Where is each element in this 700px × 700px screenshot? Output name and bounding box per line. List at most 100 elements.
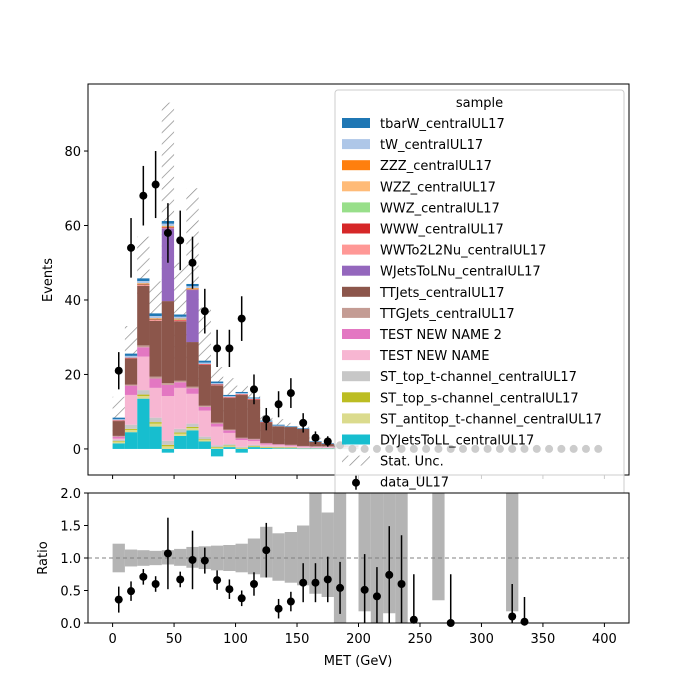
data-point	[286, 389, 295, 398]
bar-test-new-name	[235, 439, 248, 447]
x-tick-label: 300	[469, 632, 494, 647]
bar-tbarw-centralul17	[174, 314, 187, 317]
bar-st-top-s-channel-centralul17	[161, 444, 175, 447]
bar-ttjets-centralul17	[112, 421, 125, 436]
bar-ttgjets-centralul17	[309, 446, 322, 447]
ratio-unc-band	[297, 525, 310, 586]
bar-www-centralul17	[137, 284, 150, 286]
bar-dyjetstoll-centralul17	[186, 430, 199, 449]
bar-tw-centralul17	[149, 315, 162, 319]
legend-swatch	[342, 307, 370, 318]
bar-ttgjets-centralul17	[235, 437, 248, 439]
bar-tbarw-centralul17	[112, 417, 125, 420]
bar-ttjets-centralul17	[223, 397, 236, 430]
ratio-point	[114, 595, 123, 604]
bar-wwto2l2nu-centralul17	[124, 358, 138, 359]
bar-test-new-name	[272, 445, 285, 447]
legend-swatch	[342, 434, 370, 445]
x-tick-label: 350	[531, 632, 556, 647]
ratio-unc-band	[506, 493, 519, 612]
legend-swatch	[342, 139, 370, 150]
bar-wwto2l2nu-centralul17	[149, 320, 162, 321]
bar-wwto2l2nu-centralul17	[137, 285, 150, 286]
bar-st-top-s-channel-centralul17	[272, 447, 285, 448]
bar-tw-centralul17	[235, 393, 248, 395]
y-tick-label: 0.0	[60, 617, 81, 632]
bar-test-new-name	[124, 394, 138, 425]
legend-swatch	[342, 392, 370, 403]
bar-st-top-s-channel-centralul17	[247, 445, 261, 447]
bar-dyjetstoll-centralul17	[149, 426, 162, 449]
bar-test-new-name	[186, 393, 199, 424]
bar-ttjets-centralul17	[260, 422, 273, 443]
ratio-point	[249, 580, 258, 588]
bar-dyjetstoll-centralul17	[309, 448, 322, 450]
data-point	[139, 191, 148, 200]
legend-swatch	[342, 371, 370, 382]
data-point	[151, 180, 160, 189]
bar-test-new-name-2	[174, 382, 187, 388]
legend-swatch	[342, 350, 370, 361]
ratio-point	[274, 604, 283, 613]
bar-st-antitop-t-channel-centralul17	[321, 448, 334, 449]
bar-ttjets-centralul17	[149, 320, 162, 377]
data-point	[114, 366, 123, 375]
bar-test-new-name-2	[161, 384, 175, 397]
bar-wwto2l2nu-centralul17	[112, 420, 125, 422]
legend-label: ZZZ_centralUL17	[380, 159, 492, 174]
x-tick-label: 400	[592, 632, 617, 647]
bar-st-antitop-t-channel-centralul17	[149, 423, 162, 427]
ratio-point	[311, 578, 320, 587]
bar-st-antitop-t-channel-centralul17	[284, 447, 298, 449]
bar-tw-centralul17	[210, 383, 224, 385]
ratio-point	[286, 597, 295, 606]
bar-tw-centralul17	[272, 425, 285, 427]
bar-st-top-t-channel-centralul17	[309, 447, 322, 449]
ratio-point	[200, 556, 209, 565]
ratio-point	[213, 576, 222, 585]
bar-st-top-s-channel-centralul17	[137, 394, 150, 397]
bar-zzz-centralul17	[149, 318, 162, 319]
bar-test-new-name-2	[260, 443, 273, 445]
y-tick-label: 0	[73, 443, 81, 458]
bar-www-centralul17	[223, 397, 236, 398]
bar-test-new-name	[174, 387, 187, 429]
ratio-point	[508, 612, 517, 621]
bar-test-new-name-2	[284, 445, 298, 446]
bar-test-new-name-2	[124, 385, 138, 395]
bar-st-top-s-channel-centralul17	[223, 445, 236, 447]
legend-swatch	[342, 160, 370, 171]
bar-ttjets-centralul17	[235, 394, 248, 438]
main-y-ticks: 0 20 40 60 80	[64, 145, 88, 458]
bar-test-new-name-2	[309, 446, 322, 448]
bar-st-antitop-t-channel-centralul17	[124, 429, 138, 433]
ratio-y-axis-label: Ratio	[36, 541, 51, 574]
bar-st-top-t-channel-centralul17	[272, 446, 285, 448]
x-tick-label: 250	[408, 632, 433, 647]
bar-ttjets-centralul17	[297, 428, 310, 446]
bar-www-centralul17	[149, 319, 162, 321]
bar-st-top-s-channel-centralul17	[235, 447, 248, 449]
bar-dyjetstoll-centralul17	[247, 447, 261, 449]
ratio-point	[360, 585, 369, 594]
bar-tw-centralul17	[223, 396, 236, 398]
bar-wwz-centralul17	[149, 318, 162, 320]
ratio-unc-band	[432, 493, 445, 601]
bar-test-new-name-2	[149, 378, 162, 388]
bar-ttjets-centralul17	[210, 385, 224, 423]
legend-label: data_UL17	[380, 476, 449, 491]
bar-dyjetstoll-centralul17	[321, 448, 334, 450]
bar-test-new-name	[149, 387, 162, 418]
bar-ttjets-centralul17	[161, 301, 175, 384]
bar-tbarw-centralul17	[284, 426, 298, 427]
bar-test-new-name	[260, 444, 273, 447]
legend-swatch	[342, 223, 370, 234]
bar-ttjets-centralul17	[272, 426, 285, 445]
ratio-point	[139, 572, 148, 581]
bar-dyjetstoll-centralul17	[137, 398, 150, 449]
ratio-unc-band	[235, 543, 248, 573]
legend-label: TEST NEW NAME	[379, 349, 489, 364]
ratio-unc-band	[137, 550, 150, 566]
data-point	[311, 433, 320, 442]
bar-st-top-s-channel-centralul17	[149, 422, 162, 424]
